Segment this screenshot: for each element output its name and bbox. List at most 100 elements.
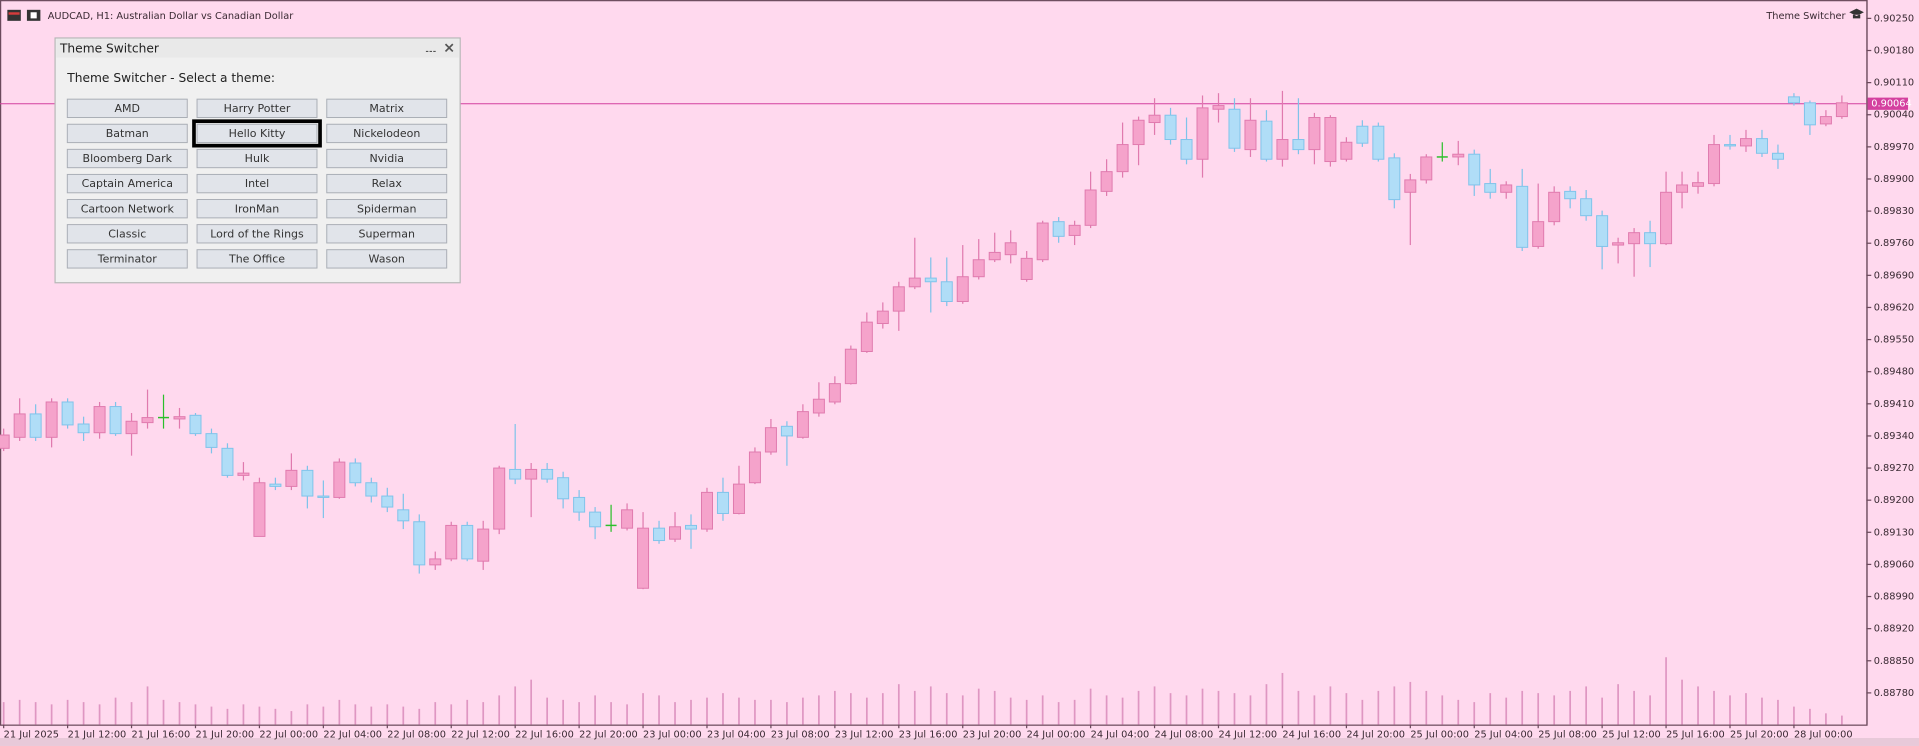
- button-face[interactable]: [66, 199, 188, 219]
- button-label[interactable]: Superman: [359, 227, 415, 240]
- button-label[interactable]: Intel: [245, 177, 269, 190]
- button-face[interactable]: [66, 173, 188, 194]
- candle-body: [1052, 221, 1065, 237]
- theme-button[interactable]: Harry Potter: [196, 98, 318, 119]
- button-face[interactable]: [66, 123, 188, 144]
- candle-body: [1771, 152, 1784, 160]
- candle-body: [589, 511, 602, 528]
- theme-button[interactable]: Terminator: [66, 249, 188, 269]
- theme-button[interactable]: Nvidia: [326, 148, 448, 169]
- button-label[interactable]: IronMan: [235, 202, 279, 215]
- button-face[interactable]: [66, 98, 188, 119]
- button-face[interactable]: [196, 249, 318, 269]
- button-label[interactable]: Batman: [106, 127, 149, 140]
- button-label[interactable]: Classic: [108, 227, 146, 240]
- candle-body: [1420, 156, 1433, 181]
- candle-body: [860, 321, 873, 352]
- button-face[interactable]: [196, 98, 318, 119]
- candle-body: [253, 482, 266, 537]
- button-label[interactable]: Terminator: [97, 252, 157, 265]
- candle-body: [1292, 139, 1305, 151]
- button-face[interactable]: [196, 173, 318, 194]
- button-face[interactable]: [66, 249, 188, 269]
- theme-button[interactable]: Hello Kitty: [192, 119, 322, 148]
- button-face[interactable]: [326, 199, 448, 219]
- candle-body: [493, 467, 506, 530]
- theme-button[interactable]: Lord of the Rings: [196, 224, 318, 244]
- theme-button[interactable]: Bloomberg Dark: [66, 148, 188, 169]
- button-label[interactable]: Relax: [372, 177, 403, 190]
- button-label[interactable]: Harry Potter: [224, 102, 291, 115]
- theme-button[interactable]: Cartoon Network: [66, 199, 188, 219]
- button-label[interactable]: Matrix: [369, 102, 404, 115]
- button-label[interactable]: Wason: [369, 252, 405, 265]
- button-face[interactable]: [326, 173, 448, 194]
- candle-body: [940, 281, 953, 302]
- button-label[interactable]: Captain America: [82, 177, 173, 190]
- theme-button[interactable]: AMD: [66, 98, 188, 119]
- candle-body: [1004, 242, 1017, 256]
- candle-body: [637, 527, 650, 589]
- y-tick-label: 0.89200: [1874, 495, 1914, 506]
- candle-body: [29, 413, 42, 438]
- theme-button[interactable]: Matrix: [326, 98, 448, 119]
- candle-body: [1755, 138, 1768, 154]
- button-label[interactable]: Spiderman: [357, 202, 417, 215]
- theme-button[interactable]: Hulk: [196, 148, 318, 169]
- button-label[interactable]: Hello Kitty: [229, 127, 286, 140]
- candle-body: [333, 461, 346, 498]
- button-face[interactable]: [196, 224, 318, 244]
- theme-button[interactable]: Nickelodeon: [326, 123, 448, 144]
- candle-body: [812, 398, 825, 414]
- x-tick-label: 22 Jul 08:00: [387, 729, 446, 740]
- button-face[interactable]: [196, 148, 318, 169]
- close-button[interactable]: [444, 43, 454, 53]
- theme-button[interactable]: Superman: [326, 224, 448, 244]
- x-tick-label: 24 Jul 00:00: [1027, 729, 1086, 740]
- candle-body: [1612, 242, 1625, 246]
- candle-body: [828, 383, 841, 403]
- candle-body: [1468, 153, 1481, 186]
- button-face[interactable]: [66, 148, 188, 169]
- button-face[interactable]: [326, 123, 448, 144]
- button-face[interactable]: [326, 224, 448, 244]
- candle-body: [573, 496, 586, 513]
- theme-button[interactable]: Classic: [66, 224, 188, 244]
- button-face[interactable]: [326, 249, 448, 269]
- x-tick-label: 21 Jul 2025: [4, 729, 59, 740]
- candle-body: [748, 451, 761, 484]
- panel-title: Theme Switcher: [59, 41, 160, 55]
- button-label[interactable]: AMD: [115, 102, 141, 115]
- button-label[interactable]: Cartoon Network: [81, 202, 175, 215]
- button-label[interactable]: The Office: [228, 252, 285, 265]
- x-tick-label: 24 Jul 04:00: [1091, 729, 1150, 740]
- candle-body: [1228, 108, 1241, 149]
- icon: [8, 12, 20, 15]
- theme-button[interactable]: Batman: [66, 123, 188, 144]
- theme-button[interactable]: Intel: [196, 173, 318, 194]
- candle-body: [1068, 224, 1081, 236]
- candle-body: [988, 251, 1001, 261]
- button-label[interactable]: Bloomberg Dark: [83, 152, 173, 165]
- button-face[interactable]: [196, 199, 318, 219]
- candle-body: [365, 482, 378, 497]
- candle-body: [61, 401, 74, 426]
- button-face[interactable]: [66, 224, 188, 244]
- button-label[interactable]: Hulk: [245, 152, 270, 165]
- theme-button[interactable]: Wason: [326, 249, 448, 269]
- theme-button[interactable]: Relax: [326, 173, 448, 194]
- theme-button[interactable]: IronMan: [196, 199, 318, 219]
- button-face[interactable]: [196, 123, 318, 144]
- button-face[interactable]: [326, 148, 448, 169]
- theme-button[interactable]: Spiderman: [326, 199, 448, 219]
- button-label[interactable]: Nvidia: [369, 152, 404, 165]
- candle-body: [876, 310, 889, 325]
- button-label[interactable]: Lord of the Rings: [210, 227, 304, 240]
- indicator-icon: [1849, 8, 1864, 19]
- button-label[interactable]: Nickelodeon: [353, 127, 420, 140]
- theme-button[interactable]: Captain America: [66, 173, 188, 194]
- candle-body: [541, 468, 554, 480]
- button-face[interactable]: [326, 98, 448, 119]
- candle-body: [1020, 257, 1033, 280]
- theme-button[interactable]: The Office: [196, 249, 318, 269]
